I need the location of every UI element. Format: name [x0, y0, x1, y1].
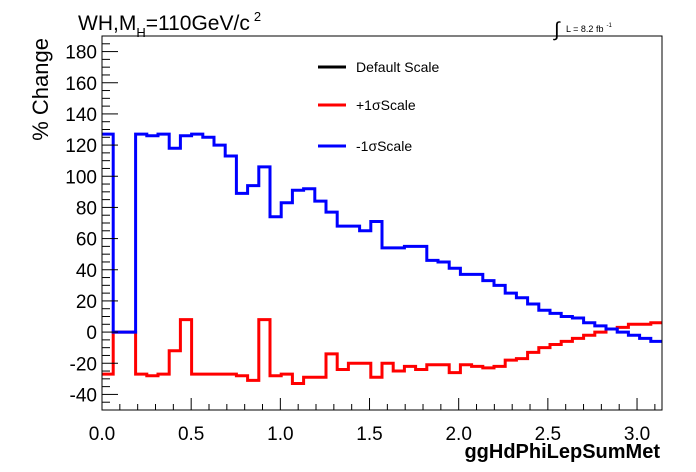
lumi-integral-sign: ∫ — [553, 19, 561, 41]
y-tick-label: 80 — [76, 198, 97, 219]
series-line — [102, 132, 662, 343]
y-tick-label: 100 — [65, 167, 97, 188]
y-tick-label: 40 — [76, 261, 97, 282]
y-tick-label: 120 — [65, 136, 97, 157]
lumi-label: L = 8.2 fb -1 — [566, 23, 612, 34]
x-tick-label: 0.0 — [89, 424, 115, 445]
y-tick-label: 140 — [65, 105, 97, 126]
x-axis-label: ggHdPhiLepSumMet — [464, 441, 660, 463]
x-tick-label: 2.5 — [535, 424, 561, 445]
legend-label-plus: +1σScale — [356, 97, 416, 113]
y-tick-label: 0 — [86, 323, 97, 344]
chart-title: WH,MH=110GeV/c 2 — [78, 9, 261, 40]
y-tick-label: -20 — [70, 354, 97, 375]
legend: Default Scale +1σScale -1σScale — [318, 59, 439, 154]
y-tick-label: -40 — [70, 385, 97, 406]
legend-label-minus: -1σScale — [356, 138, 412, 154]
y-axis-label: % Change — [28, 38, 53, 141]
histogram-lines — [102, 132, 662, 386]
x-tick-label: 0.5 — [178, 424, 204, 445]
legend-label-default: Default Scale — [356, 59, 439, 75]
x-tick-label: 2.0 — [445, 424, 471, 445]
y-tick-label: 60 — [76, 230, 97, 251]
series-line — [102, 318, 662, 386]
y-tick-label: 160 — [65, 74, 97, 95]
y-tick-label: 180 — [65, 43, 97, 64]
x-tick-label: 1.0 — [267, 424, 293, 445]
x-tick-label: 1.5 — [356, 424, 382, 445]
y-tick-label: 20 — [76, 292, 97, 313]
x-tick-label: 3.0 — [624, 424, 650, 445]
axis-ticks: 0.0 0.5 1.0 1.5 2.0 2.5 3.0 -40 -20 0 20 40 60 80 100 1… — [65, 43, 656, 445]
